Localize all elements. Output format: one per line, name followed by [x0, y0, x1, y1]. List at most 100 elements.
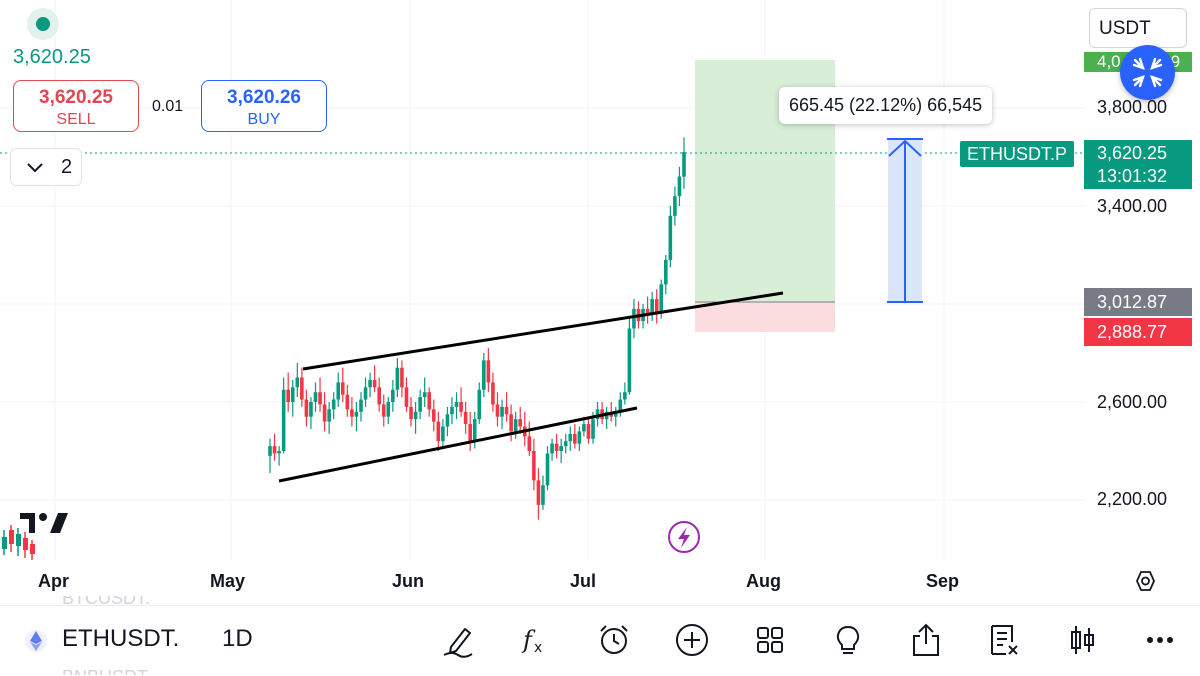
currency-selector[interactable]: USDT [1089, 8, 1187, 48]
candle [336, 372, 341, 407]
candle [491, 372, 495, 412]
candle [577, 426, 582, 451]
candle-body [513, 419, 518, 432]
share-button[interactable] [906, 620, 946, 660]
candle-body [627, 328, 632, 393]
candle [318, 377, 322, 412]
candle [331, 392, 336, 420]
buy-price: 3,620.26 [227, 87, 301, 108]
candle [322, 392, 327, 432]
candle-body [309, 402, 313, 417]
candle-body [363, 387, 368, 400]
drawing-tools-button[interactable] [438, 620, 478, 660]
add-button[interactable] [672, 620, 712, 660]
candle [386, 397, 391, 425]
alert-button[interactable] [594, 620, 634, 660]
axis-settings-icon[interactable] [1136, 571, 1155, 591]
candle [345, 384, 350, 417]
candle-body [668, 215, 673, 260]
spread-value: 0.01 [152, 98, 184, 115]
candle [309, 397, 313, 429]
candle [654, 289, 659, 324]
interval-selector[interactable]: 1D [222, 625, 253, 652]
tradingview-logo-icon [20, 513, 68, 533]
candle-body [613, 411, 618, 417]
candle [613, 406, 618, 427]
candle [409, 397, 413, 427]
candle [431, 399, 436, 432]
chevron-down-icon [25, 153, 45, 187]
candle [500, 399, 504, 429]
plus-circle-icon [676, 624, 708, 656]
candle [441, 419, 445, 449]
candle [295, 362, 300, 398]
candle-body [673, 196, 677, 216]
candle [340, 367, 345, 402]
candle-body [318, 392, 322, 405]
candle [482, 353, 486, 398]
candle-body [441, 426, 445, 442]
object-tree-button[interactable] [984, 620, 1024, 660]
candle [400, 360, 404, 398]
indicators-toggle-button[interactable]: 2 [10, 148, 82, 186]
current-price-value: 3,620.25 [1097, 143, 1168, 163]
candle-body [477, 389, 482, 420]
candle [300, 367, 304, 407]
candle [286, 372, 290, 412]
candle [359, 392, 363, 422]
candle-body [386, 402, 391, 417]
candle-body [527, 436, 532, 451]
candle-body [536, 480, 541, 505]
market-status-icon [27, 8, 59, 40]
candle-body [518, 419, 523, 427]
candle-body [573, 433, 577, 444]
ideas-button[interactable] [828, 620, 868, 660]
candle [454, 392, 459, 420]
candle [664, 255, 668, 295]
more-dots-icon [1147, 637, 1173, 643]
sell-label: SELL [56, 111, 96, 128]
candles [268, 137, 686, 520]
x-tick-label: Aug [746, 571, 781, 591]
candle [436, 411, 441, 451]
candle [381, 394, 386, 427]
candle-body [304, 399, 309, 417]
candle-body [504, 406, 509, 415]
candle-body [368, 379, 372, 388]
candle-body [391, 389, 395, 402]
more-button[interactable] [1140, 620, 1180, 660]
symbol-selector[interactable]: ETHUSDT. [62, 625, 180, 652]
x-tick-label: Jul [570, 571, 597, 591]
buy-button[interactable]: 3,620.26 BUY [201, 80, 327, 132]
channel-upper-line[interactable] [302, 291, 784, 371]
candle [427, 387, 432, 417]
candle-body [413, 411, 418, 420]
candle [504, 392, 509, 422]
ethereum-icon[interactable] [24, 627, 48, 655]
layouts-button[interactable] [750, 620, 790, 660]
candle [391, 379, 395, 412]
entry-price-tag: 3,012.87 [1084, 288, 1192, 316]
candle [395, 357, 400, 398]
loss-zone[interactable] [695, 302, 835, 332]
candle-body [532, 451, 536, 481]
candle-body [404, 387, 409, 407]
lightning-icon[interactable] [668, 521, 700, 553]
candle-body [354, 411, 359, 417]
candle-body [418, 397, 422, 412]
indicator-count: 2 [61, 156, 73, 178]
candle [509, 404, 513, 442]
measure-arrow-head [888, 139, 922, 157]
exit-fullscreen-button[interactable] [1120, 45, 1175, 100]
candle [459, 387, 463, 417]
candle-body [486, 360, 491, 383]
sell-button[interactable]: 3,620.25 SELL [13, 80, 139, 132]
candle [377, 377, 381, 412]
candle-body [395, 367, 400, 390]
chart-type-button[interactable] [1062, 620, 1102, 660]
candle [604, 406, 609, 429]
candle-body [468, 424, 472, 442]
channel-lower-line[interactable] [278, 406, 638, 483]
